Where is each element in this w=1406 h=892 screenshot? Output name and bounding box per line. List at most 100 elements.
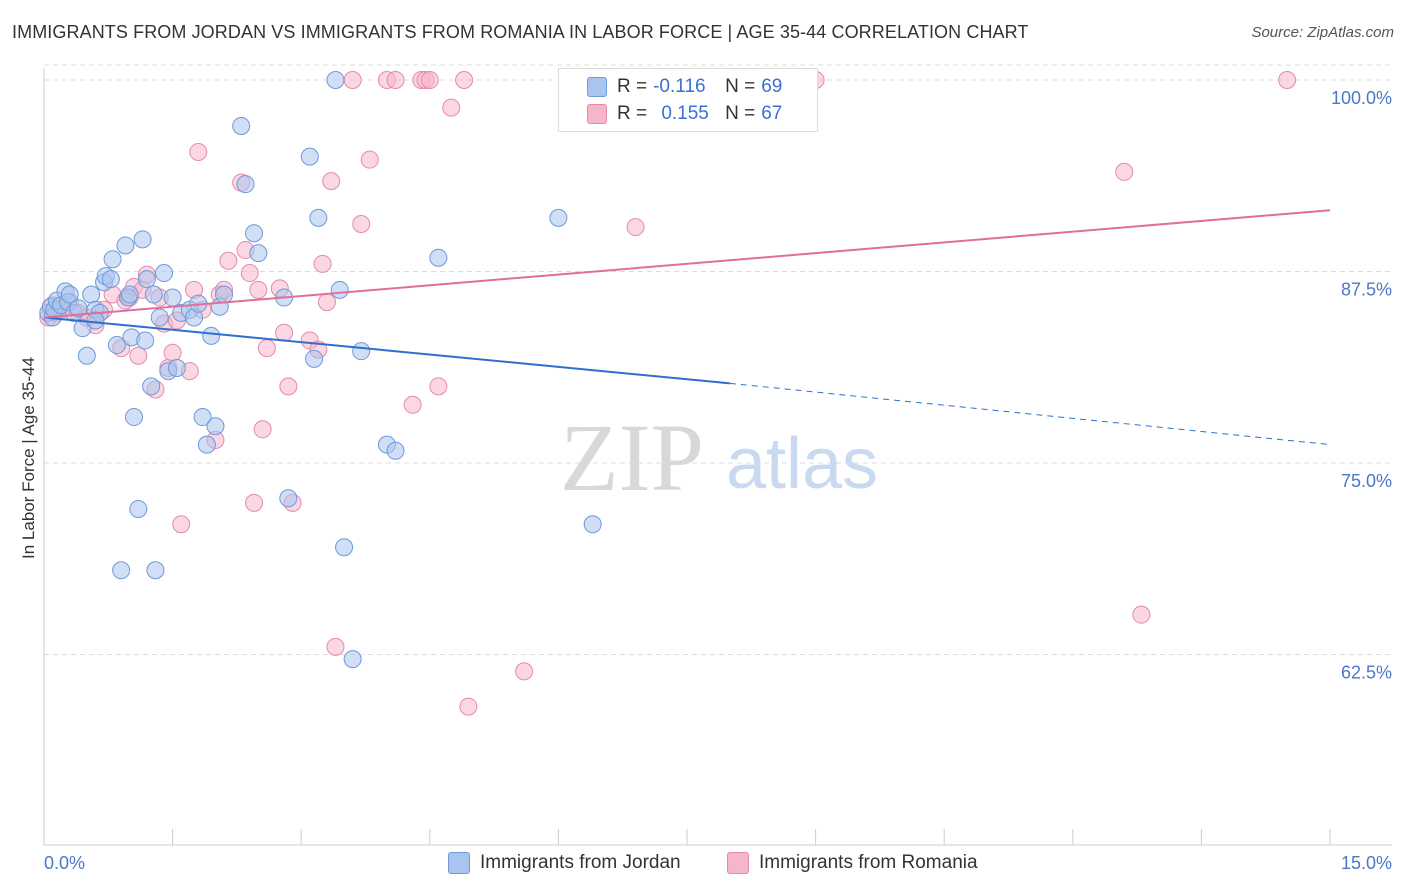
data-point-romania: [219, 251, 238, 270]
data-point-jordan: [335, 538, 354, 557]
data-point-romania: [189, 143, 208, 162]
data-point-romania: [626, 218, 645, 237]
data-point-jordan: [77, 346, 96, 365]
bottom-legend-label-jordan: Immigrants from Jordan: [480, 852, 681, 873]
data-point-romania: [163, 343, 182, 362]
data-point-jordan: [107, 336, 126, 355]
data-point-jordan: [101, 270, 120, 289]
chart-title: IMMIGRANTS FROM JORDAN VS IMMIGRANTS FRO…: [12, 22, 1029, 42]
data-point-romania: [1115, 162, 1134, 181]
data-point-jordan: [82, 285, 101, 304]
legend-swatch-romania: [587, 104, 607, 124]
data-point-jordan: [136, 331, 155, 350]
data-point-jordan: [309, 208, 328, 227]
data-point-romania: [322, 172, 341, 191]
data-point-jordan: [300, 147, 319, 166]
data-point-jordan: [386, 441, 405, 460]
data-point-romania: [245, 493, 264, 512]
grid-lines: [44, 64, 1392, 655]
legend-n-label: N =: [725, 76, 756, 97]
series-romania-points: [39, 71, 1297, 716]
data-point-jordan: [129, 499, 148, 518]
legend-r-label: R =: [617, 76, 648, 97]
trend-line-jordan-extrapolated: [729, 382, 1331, 446]
data-point-jordan: [202, 326, 221, 345]
data-point-jordan: [352, 342, 371, 361]
data-point-jordan: [146, 561, 165, 580]
data-point-jordan: [326, 71, 345, 89]
data-point-romania: [420, 71, 439, 89]
watermark-atlas: atlas: [726, 424, 878, 504]
legend-n-value-jordan: 69: [761, 76, 783, 97]
data-point-romania: [1132, 605, 1151, 624]
bottom-legend-jordan: Immigrants from Jordan: [448, 852, 681, 874]
data-point-jordan: [206, 417, 225, 436]
y-tick-label: 75.0%: [1341, 471, 1392, 491]
data-point-romania: [1278, 71, 1297, 89]
data-point-jordan: [343, 650, 362, 669]
data-point-jordan: [133, 230, 152, 249]
data-point-jordan: [236, 175, 255, 194]
legend-n-label: N =: [725, 103, 756, 124]
data-point-jordan: [249, 244, 268, 263]
data-point-jordan: [330, 280, 349, 299]
data-point-jordan: [197, 435, 216, 454]
data-point-jordan: [245, 224, 264, 243]
y-tick-label: 62.5%: [1341, 663, 1392, 683]
y-tick-labels: 62.5% 75.0% 87.5% 100.0%: [1331, 88, 1392, 683]
data-point-romania: [257, 339, 276, 358]
data-point-jordan: [155, 264, 174, 283]
correlation-legend: R = -0.116 N = 69 R = 0.155 N = 67: [558, 68, 818, 132]
data-point-jordan: [142, 377, 161, 396]
x-tick-label-right: 15.0%: [1341, 853, 1392, 873]
data-point-jordan: [137, 270, 156, 289]
source-label: Source: ZipAtlas.com: [1251, 24, 1394, 41]
data-point-romania: [172, 515, 191, 534]
data-point-jordan: [103, 250, 122, 269]
data-point-romania: [515, 662, 534, 681]
y-tick-label: 100.0%: [1331, 88, 1392, 108]
legend-swatch-jordan: [587, 77, 607, 97]
axes: [43, 68, 1392, 846]
data-point-romania: [343, 71, 362, 89]
bottom-legend-swatch-jordan: [448, 852, 470, 874]
data-point-jordan: [86, 311, 105, 330]
data-point-jordan: [215, 285, 234, 304]
data-point-romania: [129, 346, 148, 365]
data-point-romania: [386, 71, 405, 89]
data-point-jordan: [583, 515, 602, 534]
bottom-legend-swatch-romania: [727, 852, 749, 874]
data-point-romania: [326, 637, 345, 656]
data-point-romania: [352, 215, 371, 234]
data-point-romania: [279, 377, 298, 396]
y-axis-label: In Labor Force | Age 35-44: [19, 357, 38, 559]
data-point-jordan: [60, 285, 79, 304]
data-point-romania: [313, 254, 332, 273]
data-point-romania: [249, 280, 268, 299]
legend-n-value-romania: 67: [761, 103, 783, 124]
series-jordan-points: [39, 71, 602, 669]
data-point-romania: [429, 377, 448, 396]
watermark-zip: ZIP: [560, 404, 704, 511]
trend-lines: [43, 209, 1331, 446]
watermark: ZIP atlas: [560, 404, 878, 511]
data-point-jordan: [112, 561, 131, 580]
data-point-jordan: [150, 308, 169, 327]
data-point-jordan: [120, 285, 139, 304]
legend-r-value-jordan: -0.116: [653, 76, 706, 97]
data-point-jordan: [279, 489, 298, 508]
legend-r-value-romania: 0.155: [661, 103, 709, 124]
y-tick-label: 87.5%: [1341, 280, 1392, 300]
data-point-romania: [240, 264, 259, 283]
data-point-jordan: [232, 116, 251, 135]
x-tick-label-left: 0.0%: [44, 853, 85, 873]
trend-line-jordan: [43, 316, 730, 385]
data-point-jordan: [193, 408, 212, 427]
data-point-jordan: [125, 408, 144, 427]
data-point-jordan: [549, 208, 568, 227]
data-point-romania: [403, 395, 422, 414]
data-point-jordan: [144, 285, 163, 304]
data-point-romania: [455, 71, 474, 89]
data-point-jordan: [167, 359, 186, 378]
